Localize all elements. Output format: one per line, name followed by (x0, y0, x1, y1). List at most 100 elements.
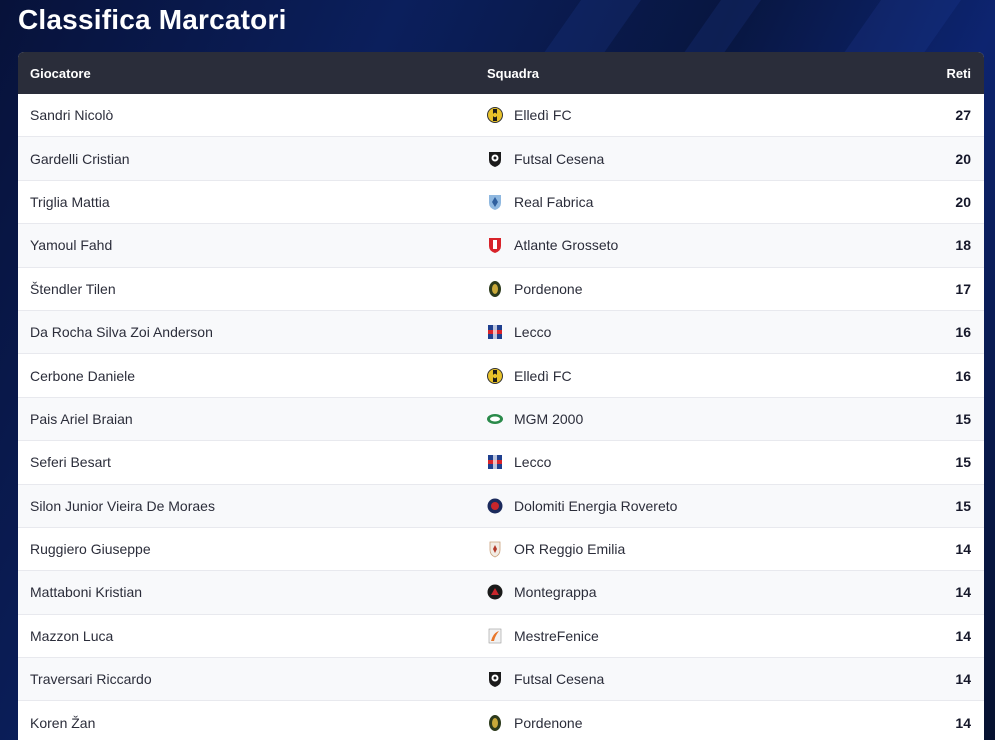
team-cell[interactable]: MestreFenice (487, 627, 599, 645)
team-name: Pordenone (514, 714, 583, 731)
scorers-table: Giocatore Squadra Reti Sandri Nicolò Elle… (18, 52, 984, 740)
player-name[interactable]: Da Rocha Silva Zoi Anderson (30, 324, 213, 341)
table-row[interactable]: Koren Žan Pordenone 14 (18, 701, 984, 740)
goals-count: 17 (955, 280, 971, 297)
player-name[interactable]: Mattaboni Kristian (30, 584, 143, 601)
team-name: Dolomiti Energia Rovereto (514, 497, 678, 514)
goals-count: 14 (955, 584, 971, 601)
player-name[interactable]: Triglia Mattia (30, 193, 110, 210)
team-cell[interactable]: Lecco (487, 453, 551, 471)
table-row[interactable]: Traversari Riccardo Futsal Cesena 14 (18, 658, 984, 702)
team-cell[interactable]: OR Reggio Emilia (487, 540, 625, 558)
player-name[interactable]: Seferi Besart (30, 454, 111, 471)
player-name[interactable]: Cerbone Daniele (30, 367, 136, 384)
team-name: Elledì FC (514, 367, 572, 384)
table-row[interactable]: Cerbone Daniele Elledì FC 16 (18, 354, 984, 398)
team-cell[interactable]: Pordenone (487, 280, 583, 298)
table-row[interactable]: Ruggiero Giuseppe OR Reggio Emilia 14 (18, 527, 984, 572)
team-name: Futsal Cesena (514, 150, 605, 167)
futsal-cesena-logo-icon (487, 150, 503, 168)
pordenone-logo-icon (487, 714, 503, 732)
header-team[interactable]: Squadra (487, 65, 540, 81)
lecco-logo-icon (487, 323, 503, 341)
player-name[interactable]: Traversari Riccardo (30, 671, 152, 688)
team-cell[interactable]: Futsal Cesena (487, 670, 604, 688)
team-name: Lecco (514, 454, 552, 471)
team-name: Real Fabrica (514, 193, 594, 210)
goals-count: 14 (955, 627, 971, 644)
player-name[interactable]: Sandri Nicolò (30, 107, 114, 124)
table-header: Giocatore Squadra Reti (18, 52, 984, 94)
goals-count: 27 (955, 107, 971, 124)
team-name: OR Reggio Emilia (514, 541, 626, 558)
table-row[interactable]: Gardelli Cristian Futsal Cesena 20 (18, 137, 984, 181)
header-player[interactable]: Giocatore (30, 65, 91, 81)
team-name: MestreFenice (514, 627, 599, 644)
team-name: Atlante Grosseto (514, 237, 619, 254)
pordenone-logo-icon (487, 280, 503, 298)
player-name[interactable]: Gardelli Cristian (30, 150, 130, 167)
goals-count: 14 (955, 714, 971, 731)
goals-count: 16 (955, 367, 971, 384)
team-name: MGM 2000 (514, 410, 584, 427)
player-name[interactable]: Štendler Tilen (30, 280, 116, 297)
table-row[interactable]: Mattaboni Kristian Montegrappa 14 (18, 571, 984, 615)
goals-count: 16 (955, 324, 971, 341)
table-row[interactable]: Štendler Tilen Pordenone 17 (18, 267, 984, 311)
elledi-logo-icon (487, 367, 503, 385)
goals-count: 14 (955, 671, 971, 688)
table-row[interactable]: Triglia Mattia Real Fabrica 20 (18, 180, 984, 225)
team-cell[interactable]: Elledì FC (487, 367, 572, 385)
table-row[interactable]: Sandri Nicolò Elledì FC 27 (18, 94, 984, 138)
player-name[interactable]: Silon Junior Vieira De Moraes (30, 497, 215, 514)
table-row[interactable]: Da Rocha Silva Zoi Anderson Lecco 16 (18, 310, 984, 355)
team-name: Montegrappa (514, 584, 597, 601)
team-cell[interactable]: Pordenone (487, 714, 583, 732)
team-cell[interactable]: Elledì FC (487, 106, 572, 124)
player-name[interactable]: Mazzon Luca (30, 627, 114, 644)
player-name[interactable]: Yamoul Fahd (30, 237, 113, 254)
table-row[interactable]: Seferi Besart Lecco 15 (18, 441, 984, 485)
table-row[interactable]: Silon Junior Vieira De Moraes Dolomiti En… (18, 484, 984, 528)
goals-count: 18 (955, 237, 971, 254)
real-fabrica-logo-icon (487, 193, 503, 211)
team-name: Lecco (514, 324, 552, 341)
team-name: Elledì FC (514, 107, 572, 124)
background-stripe (838, 0, 962, 60)
team-name: Futsal Cesena (514, 671, 605, 688)
table-row[interactable]: Yamoul Fahd Atlante Grosseto 18 (18, 224, 984, 268)
elledi-logo-icon (487, 106, 503, 124)
table-body: Sandri Nicolò Elledì FC 27 Gardelli Cristia… (18, 94, 984, 740)
team-cell[interactable]: Real Fabrica (487, 193, 593, 211)
mgm-2000-logo-icon (487, 410, 503, 428)
page-title: Classifica Marcatori (18, 4, 287, 35)
header-goals[interactable]: Reti (946, 65, 971, 81)
team-cell[interactable]: Atlante Grosseto (487, 236, 618, 254)
team-name: Pordenone (514, 280, 583, 297)
player-name[interactable]: Ruggiero Giuseppe (30, 541, 151, 558)
team-cell[interactable]: Dolomiti Energia Rovereto (487, 497, 677, 515)
background-stripe (538, 0, 642, 60)
dolomiti-rovereto-logo-icon (487, 497, 503, 515)
goals-count: 20 (955, 193, 971, 210)
or-reggio-emilia-logo-icon (487, 540, 503, 558)
lecco-logo-icon (487, 453, 503, 471)
futsal-cesena-logo-icon (487, 670, 503, 688)
goals-count: 15 (955, 410, 971, 427)
player-name[interactable]: Pais Ariel Braian (30, 410, 133, 427)
player-name[interactable]: Koren Žan (30, 714, 96, 731)
team-cell[interactable]: Lecco (487, 323, 551, 341)
team-cell[interactable]: MGM 2000 (487, 410, 583, 428)
goals-count: 15 (955, 454, 971, 471)
table-row[interactable]: Mazzon Luca MestreFenice 14 (18, 614, 984, 659)
atlante-grosseto-logo-icon (487, 236, 503, 254)
goals-count: 20 (955, 150, 971, 167)
background-stripe (678, 0, 762, 60)
goals-count: 15 (955, 497, 971, 514)
team-cell[interactable]: Montegrappa (487, 583, 597, 601)
mestrefenice-logo-icon (487, 627, 503, 645)
montegrappa-logo-icon (487, 583, 503, 601)
team-cell[interactable]: Futsal Cesena (487, 150, 604, 168)
goals-count: 14 (955, 541, 971, 558)
table-row[interactable]: Pais Ariel Braian MGM 2000 15 (18, 397, 984, 442)
